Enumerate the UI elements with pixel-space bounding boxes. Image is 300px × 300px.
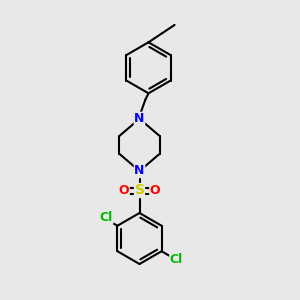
Text: Cl: Cl xyxy=(170,253,183,266)
Text: N: N xyxy=(134,164,145,178)
Text: S: S xyxy=(134,184,145,197)
Text: O: O xyxy=(150,184,160,197)
Text: O: O xyxy=(118,184,129,197)
Text: N: N xyxy=(134,112,145,125)
Text: Cl: Cl xyxy=(100,211,113,224)
